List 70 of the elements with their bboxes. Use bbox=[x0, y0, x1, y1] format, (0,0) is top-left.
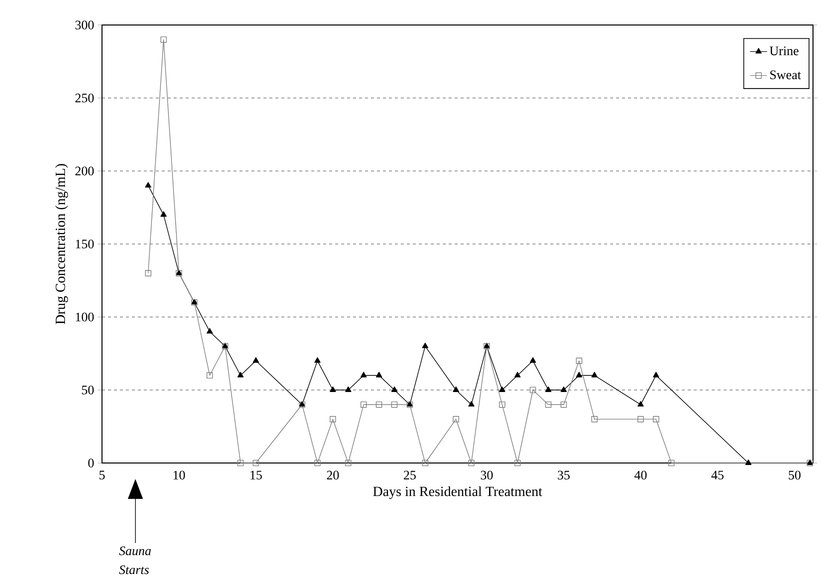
y-tick-label: 0 bbox=[88, 458, 94, 468]
y-tick-label: 50 bbox=[82, 386, 94, 394]
point bbox=[530, 357, 536, 363]
point bbox=[499, 386, 506, 392]
x-tick-label: 45 bbox=[711, 470, 724, 480]
point bbox=[145, 270, 152, 276]
point bbox=[638, 401, 644, 407]
point bbox=[591, 372, 598, 378]
y-axis-title: Drug Concentration (ng/mL) bbox=[55, 164, 68, 324]
point bbox=[314, 357, 321, 363]
y-tick-label: 100 bbox=[76, 312, 94, 322]
x-tick-label: 50 bbox=[788, 470, 801, 480]
point bbox=[452, 386, 460, 392]
x-tick-label: 10 bbox=[174, 470, 185, 480]
point bbox=[576, 372, 582, 378]
point bbox=[668, 460, 675, 466]
point bbox=[391, 386, 398, 392]
y-tick-label: 250 bbox=[75, 94, 94, 102]
point bbox=[391, 401, 398, 408]
x-tick-label: 25 bbox=[404, 470, 416, 480]
point bbox=[422, 460, 428, 466]
point bbox=[237, 460, 244, 466]
x-tick-label: 20 bbox=[326, 470, 339, 480]
point bbox=[345, 386, 352, 392]
point bbox=[560, 386, 567, 392]
point bbox=[545, 386, 552, 392]
point bbox=[376, 372, 382, 378]
point bbox=[237, 372, 244, 378]
point bbox=[360, 401, 367, 408]
point bbox=[452, 416, 460, 422]
text: Sauna Starts bbox=[119, 546, 151, 574]
point bbox=[160, 211, 167, 217]
x-tick-label: 5 bbox=[100, 470, 105, 480]
point bbox=[638, 416, 644, 422]
point bbox=[345, 460, 352, 466]
point bbox=[422, 342, 428, 348]
point bbox=[591, 416, 598, 422]
point bbox=[576, 358, 582, 364]
point bbox=[206, 328, 213, 334]
point bbox=[545, 401, 552, 408]
point bbox=[252, 357, 260, 363]
x-tick-label: 40 bbox=[634, 470, 647, 480]
point bbox=[468, 401, 474, 407]
point bbox=[376, 401, 382, 408]
point bbox=[745, 459, 752, 465]
point bbox=[498, 401, 506, 408]
y-tick-label: 300 bbox=[75, 20, 94, 30]
point bbox=[652, 372, 660, 378]
point bbox=[160, 36, 167, 43]
point bbox=[468, 460, 474, 466]
x-axis-title: Days in Residential Treatment bbox=[373, 486, 542, 500]
y-tick-label: 150 bbox=[76, 240, 94, 248]
legend-label: Sweat bbox=[770, 70, 801, 80]
legend-label: Urine bbox=[770, 46, 798, 56]
point bbox=[560, 401, 567, 408]
x-tick-label: 15 bbox=[250, 470, 262, 480]
point bbox=[652, 416, 660, 422]
point bbox=[514, 372, 521, 378]
point bbox=[530, 386, 536, 394]
x-tick-label: 35 bbox=[558, 470, 570, 480]
point bbox=[252, 460, 260, 466]
point bbox=[145, 182, 152, 188]
y-tick-label: 200 bbox=[75, 166, 94, 176]
point bbox=[330, 386, 336, 392]
point bbox=[314, 460, 321, 466]
point bbox=[206, 372, 213, 379]
point bbox=[360, 372, 367, 378]
x-tick-label: 30 bbox=[480, 470, 493, 480]
point bbox=[330, 416, 336, 422]
point bbox=[514, 460, 521, 466]
